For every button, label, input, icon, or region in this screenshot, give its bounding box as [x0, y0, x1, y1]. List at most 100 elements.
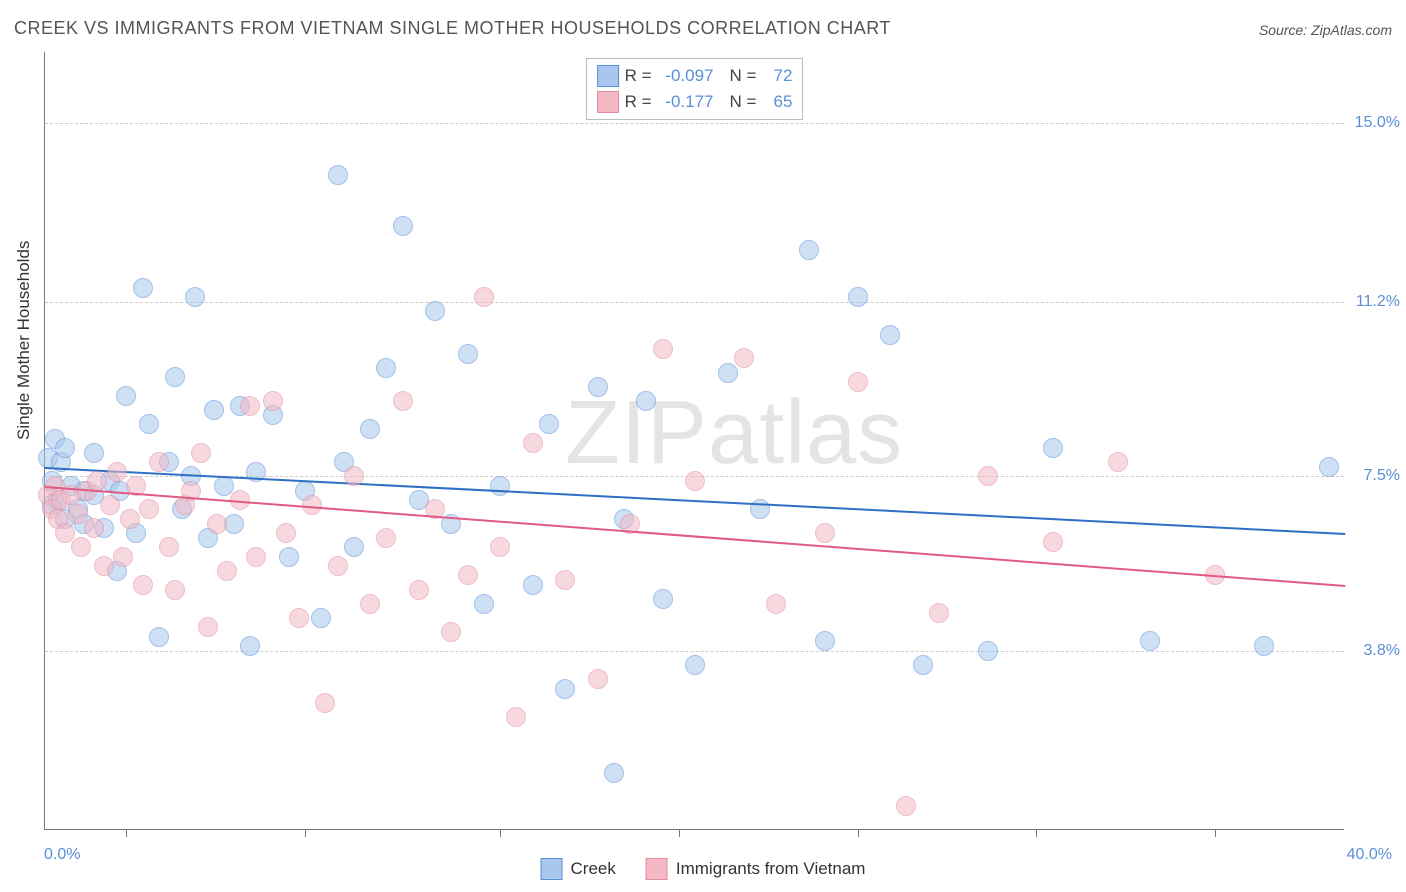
- data-point: [490, 537, 510, 557]
- legend-n-label: N =: [730, 66, 757, 86]
- data-point: [441, 622, 461, 642]
- data-point: [240, 636, 260, 656]
- legend-r-label: R =: [625, 66, 652, 86]
- data-point: [636, 391, 656, 411]
- data-point: [360, 419, 380, 439]
- legend-swatch: [541, 858, 563, 880]
- data-point: [376, 358, 396, 378]
- data-point: [978, 641, 998, 661]
- data-point: [653, 589, 673, 609]
- data-point: [302, 495, 322, 515]
- data-point: [289, 608, 309, 628]
- legend-n-value: 65: [762, 92, 792, 112]
- series-legend-item: Creek: [541, 858, 616, 880]
- data-point: [1043, 438, 1063, 458]
- data-point: [685, 655, 705, 675]
- y-tick-label: 7.5%: [1364, 467, 1400, 485]
- data-point: [539, 414, 559, 434]
- data-point: [880, 325, 900, 345]
- data-point: [734, 348, 754, 368]
- data-point: [458, 565, 478, 585]
- correlation-legend: R =-0.097N =72R =-0.177N =65: [586, 58, 804, 120]
- data-point: [913, 655, 933, 675]
- data-point: [84, 518, 104, 538]
- data-point: [523, 575, 543, 595]
- data-point: [458, 344, 478, 364]
- x-tick: [500, 829, 501, 837]
- scatter-chart: ZIPatlas R =-0.097N =72R =-0.177N =65 3.…: [44, 52, 1344, 830]
- data-point: [84, 443, 104, 463]
- data-point: [113, 547, 133, 567]
- x-tick: [1215, 829, 1216, 837]
- series-legend: Creek Immigrants from Vietnam: [541, 858, 866, 880]
- legend-swatch: [646, 858, 668, 880]
- data-point: [311, 608, 331, 628]
- data-point: [815, 523, 835, 543]
- legend-row: R =-0.177N =65: [597, 89, 793, 115]
- data-point: [1043, 532, 1063, 552]
- data-point: [555, 679, 575, 699]
- legend-r-value: -0.177: [658, 92, 714, 112]
- y-axis-title: Single Mother Households: [14, 241, 34, 440]
- data-point: [848, 372, 868, 392]
- data-point: [240, 396, 260, 416]
- data-point: [555, 570, 575, 590]
- series-legend-item: Immigrants from Vietnam: [646, 858, 866, 880]
- data-point: [87, 471, 107, 491]
- data-point: [71, 537, 91, 557]
- legend-swatch: [597, 91, 619, 113]
- y-tick-label: 3.8%: [1364, 642, 1400, 660]
- series-name: Creek: [571, 859, 616, 879]
- data-point: [246, 547, 266, 567]
- data-point: [139, 414, 159, 434]
- x-tick: [679, 829, 680, 837]
- legend-swatch: [597, 65, 619, 87]
- x-axis-min-label: 0.0%: [44, 846, 80, 864]
- data-point: [204, 400, 224, 420]
- data-point: [474, 594, 494, 614]
- data-point: [425, 301, 445, 321]
- data-point: [165, 580, 185, 600]
- legend-r-label: R =: [625, 92, 652, 112]
- data-point: [344, 466, 364, 486]
- data-point: [191, 443, 211, 463]
- data-point: [409, 580, 429, 600]
- data-point: [120, 509, 140, 529]
- y-tick-label: 15.0%: [1355, 114, 1400, 132]
- data-point: [1319, 457, 1339, 477]
- data-point: [848, 287, 868, 307]
- data-point: [185, 287, 205, 307]
- data-point: [978, 466, 998, 486]
- data-point: [315, 693, 335, 713]
- data-point: [815, 631, 835, 651]
- data-point: [55, 523, 75, 543]
- x-tick: [1036, 829, 1037, 837]
- data-point: [474, 287, 494, 307]
- data-point: [393, 391, 413, 411]
- chart-title: CREEK VS IMMIGRANTS FROM VIETNAM SINGLE …: [14, 18, 891, 39]
- data-point: [1108, 452, 1128, 472]
- legend-r-value: -0.097: [658, 66, 714, 86]
- data-point: [107, 462, 127, 482]
- data-point: [604, 763, 624, 783]
- data-point: [718, 363, 738, 383]
- data-point: [159, 537, 179, 557]
- data-point: [133, 278, 153, 298]
- data-point: [263, 391, 283, 411]
- watermark: ZIPatlas: [565, 382, 903, 485]
- data-point: [360, 594, 380, 614]
- gridline: [45, 302, 1344, 303]
- data-point: [1254, 636, 1274, 656]
- series-name: Immigrants from Vietnam: [676, 859, 866, 879]
- data-point: [328, 165, 348, 185]
- data-point: [116, 386, 136, 406]
- data-point: [896, 796, 916, 816]
- y-tick-label: 11.2%: [1356, 293, 1400, 311]
- data-point: [588, 377, 608, 397]
- data-point: [490, 476, 510, 496]
- data-point: [328, 556, 348, 576]
- data-point: [376, 528, 396, 548]
- legend-n-value: 72: [762, 66, 792, 86]
- data-point: [653, 339, 673, 359]
- data-point: [149, 627, 169, 647]
